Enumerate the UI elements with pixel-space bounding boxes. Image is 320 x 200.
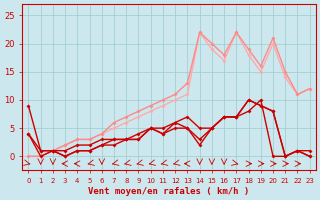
X-axis label: Vent moyen/en rafales ( km/h ): Vent moyen/en rafales ( km/h ): [88, 187, 250, 196]
